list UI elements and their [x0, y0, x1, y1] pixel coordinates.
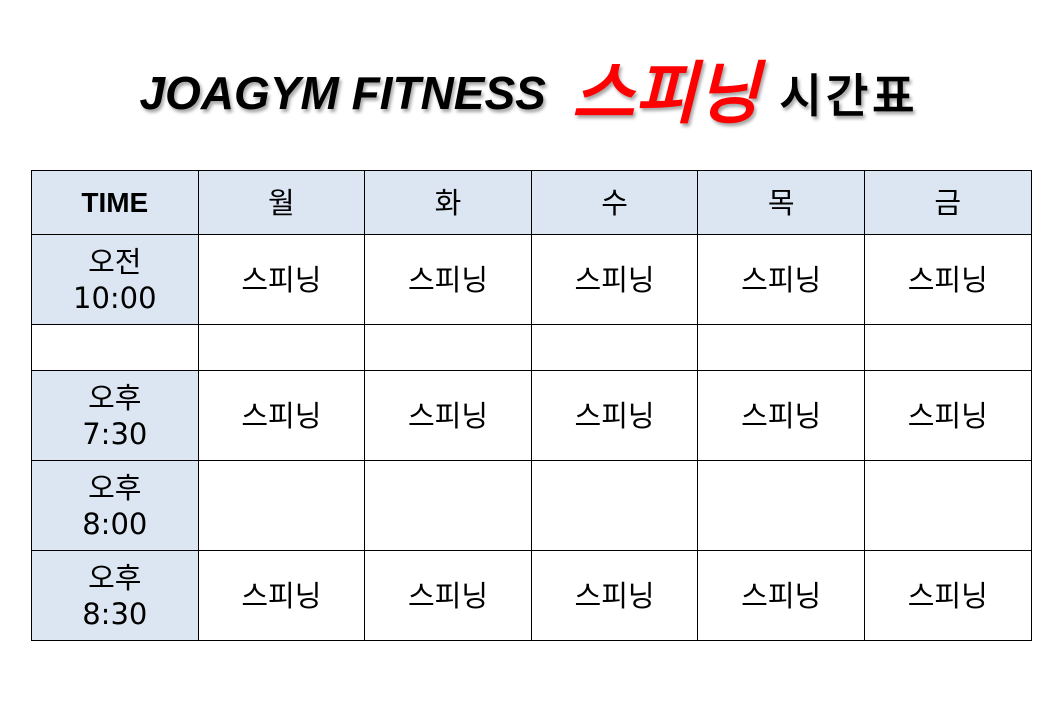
class-cell: 스피닝: [197, 234, 366, 325]
time-cell: 오후 8:00: [31, 460, 199, 551]
class-cell: 스피닝: [697, 550, 865, 641]
class-cell: [863, 460, 1032, 551]
time-value: 7:30: [82, 416, 148, 451]
header-row: TIME 월 화 수 목 금: [31, 170, 1032, 235]
class-cell: [530, 460, 699, 551]
header-cell-wed: 수: [530, 170, 699, 235]
class-cell: 스피닝: [863, 550, 1032, 641]
class-cell: 스피닝: [364, 550, 532, 641]
time-cell: 오전 10:00: [31, 234, 199, 325]
class-cell: [530, 324, 699, 371]
class-cell: [364, 460, 532, 551]
table-row: [31, 324, 1032, 371]
class-cell: [863, 324, 1032, 371]
class-cell: 스피닝: [197, 370, 366, 461]
table-row: 오후 8:00: [31, 460, 1032, 551]
class-cell: [697, 460, 865, 551]
time-period: 오후: [88, 380, 142, 415]
table-row: 오후 8:30 스피닝 스피닝 스피닝 스피닝 스피닝: [31, 550, 1032, 641]
class-cell: 스피닝: [364, 370, 532, 461]
title-highlight: 스피닝: [571, 54, 760, 134]
time-period: 오전: [88, 244, 142, 279]
class-cell: 스피닝: [863, 370, 1032, 461]
time-cell: [31, 324, 199, 371]
class-cell: 스피닝: [530, 550, 699, 641]
class-cell: 스피닝: [697, 370, 865, 461]
time-value: 8:30: [82, 596, 148, 631]
header-cell-fri: 금: [863, 170, 1032, 235]
page-title: JOAGYM FITNESS 스피닝 시간표: [0, 38, 1058, 148]
class-cell: [197, 460, 366, 551]
class-cell: [697, 324, 865, 371]
time-cell: 오후 7:30: [31, 370, 199, 461]
class-cell: 스피닝: [530, 370, 699, 461]
schedule-table: TIME 월 화 수 목 금 오전 10:00 스피닝 스피닝 스피닝 스피닝 …: [31, 170, 1032, 641]
time-value: 10:00: [73, 280, 157, 315]
time-value: 8:00: [82, 506, 148, 541]
table-row: 오후 7:30 스피닝 스피닝 스피닝 스피닝 스피닝: [31, 370, 1032, 461]
header-cell-tue: 화: [364, 170, 532, 235]
header-cell-time: TIME: [31, 170, 199, 235]
time-period: 오후: [88, 560, 142, 595]
class-cell: 스피닝: [697, 234, 865, 325]
class-cell: 스피닝: [530, 234, 699, 325]
title-brand: JOAGYM FITNESS: [139, 67, 546, 119]
title-suffix: 시간표: [779, 69, 919, 123]
class-cell: 스피닝: [197, 550, 366, 641]
class-cell: [364, 324, 532, 371]
header-cell-thu: 목: [697, 170, 865, 235]
table-row: 오전 10:00 스피닝 스피닝 스피닝 스피닝 스피닝: [31, 234, 1032, 325]
class-cell: 스피닝: [364, 234, 532, 325]
time-cell: 오후 8:30: [31, 550, 199, 641]
class-cell: 스피닝: [863, 234, 1032, 325]
header-cell-mon: 월: [197, 170, 366, 235]
time-period: 오후: [88, 470, 142, 505]
class-cell: [197, 324, 366, 371]
